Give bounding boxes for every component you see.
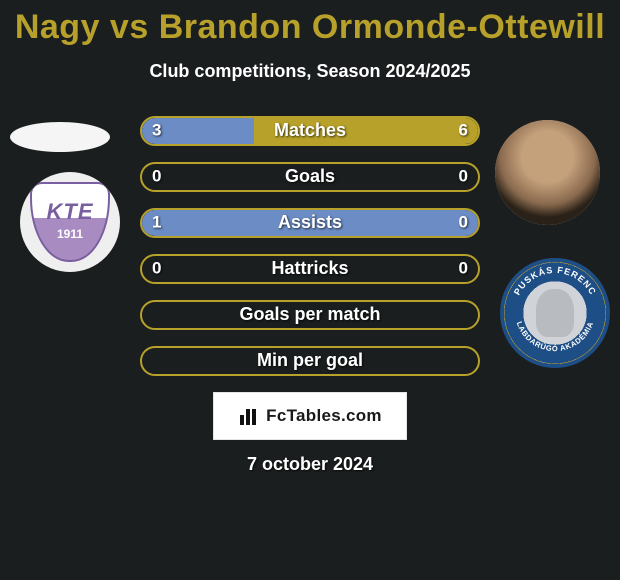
stat-bar-left [142, 210, 478, 236]
stat-row: Goals per match [0, 300, 620, 330]
stats-section: Matches36Goals00Assists10Hattricks00Goal… [0, 116, 620, 376]
stat-value-left: 0 [152, 259, 161, 279]
stat-value-left: 1 [152, 213, 161, 233]
stat-bar-right [142, 256, 478, 282]
stat-row: Matches36 [0, 116, 620, 146]
stat-row: Assists10 [0, 208, 620, 238]
stat-bar-right [142, 164, 478, 190]
stat-bar-right [142, 302, 478, 328]
stat-value-right: 0 [459, 167, 468, 187]
stat-value-left: 0 [152, 167, 161, 187]
stat-bar: Matches36 [140, 116, 480, 146]
stat-value-right: 0 [459, 213, 468, 233]
stat-bar: Goals00 [140, 162, 480, 192]
stat-bar: Assists10 [140, 208, 480, 238]
date-text: 7 october 2024 [0, 454, 620, 475]
stat-bar-right [142, 348, 478, 374]
stat-row: Goals00 [0, 162, 620, 192]
stat-bar: Goals per match [140, 300, 480, 330]
brand-icon [238, 405, 260, 427]
stat-row: Min per goal [0, 346, 620, 376]
stat-value-right: 0 [459, 259, 468, 279]
stat-value-left: 3 [152, 121, 161, 141]
stat-row: Hattricks00 [0, 254, 620, 284]
comparison-card: Nagy vs Brandon Ormonde-Ottewill Club co… [0, 0, 620, 580]
subtitle: Club competitions, Season 2024/2025 [0, 61, 620, 82]
brand-text: FcTables.com [266, 406, 382, 426]
stat-value-right: 6 [459, 121, 468, 141]
stat-bar-right [254, 118, 478, 144]
brand-badge: FcTables.com [213, 392, 407, 440]
page-title: Nagy vs Brandon Ormonde-Ottewill [0, 8, 620, 47]
stat-bar: Hattricks00 [140, 254, 480, 284]
stat-bar: Min per goal [140, 346, 480, 376]
